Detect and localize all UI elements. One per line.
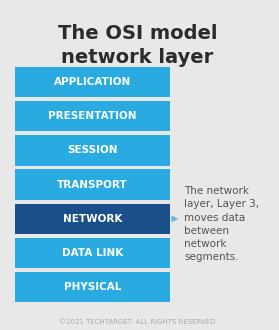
FancyBboxPatch shape <box>15 238 170 268</box>
Text: SESSION: SESSION <box>68 146 118 155</box>
Text: The OSI model
network layer: The OSI model network layer <box>58 24 217 67</box>
Text: ©2021 TECHTARGET. ALL RIGHTS RESERVED: ©2021 TECHTARGET. ALL RIGHTS RESERVED <box>59 319 216 325</box>
Text: NETWORK: NETWORK <box>63 214 122 224</box>
FancyBboxPatch shape <box>15 170 170 200</box>
FancyBboxPatch shape <box>15 67 170 97</box>
Text: PHYSICAL: PHYSICAL <box>64 282 121 292</box>
Text: The network
layer, Layer 3,
moves data
between
network
segments.: The network layer, Layer 3, moves data b… <box>184 186 259 262</box>
FancyBboxPatch shape <box>15 135 170 166</box>
Text: TRANSPORT: TRANSPORT <box>57 180 128 190</box>
FancyBboxPatch shape <box>15 272 170 302</box>
Text: PRESENTATION: PRESENTATION <box>49 111 137 121</box>
FancyBboxPatch shape <box>15 101 170 131</box>
FancyBboxPatch shape <box>15 204 170 234</box>
Text: DATA LINK: DATA LINK <box>62 248 123 258</box>
Text: APPLICATION: APPLICATION <box>54 77 131 87</box>
